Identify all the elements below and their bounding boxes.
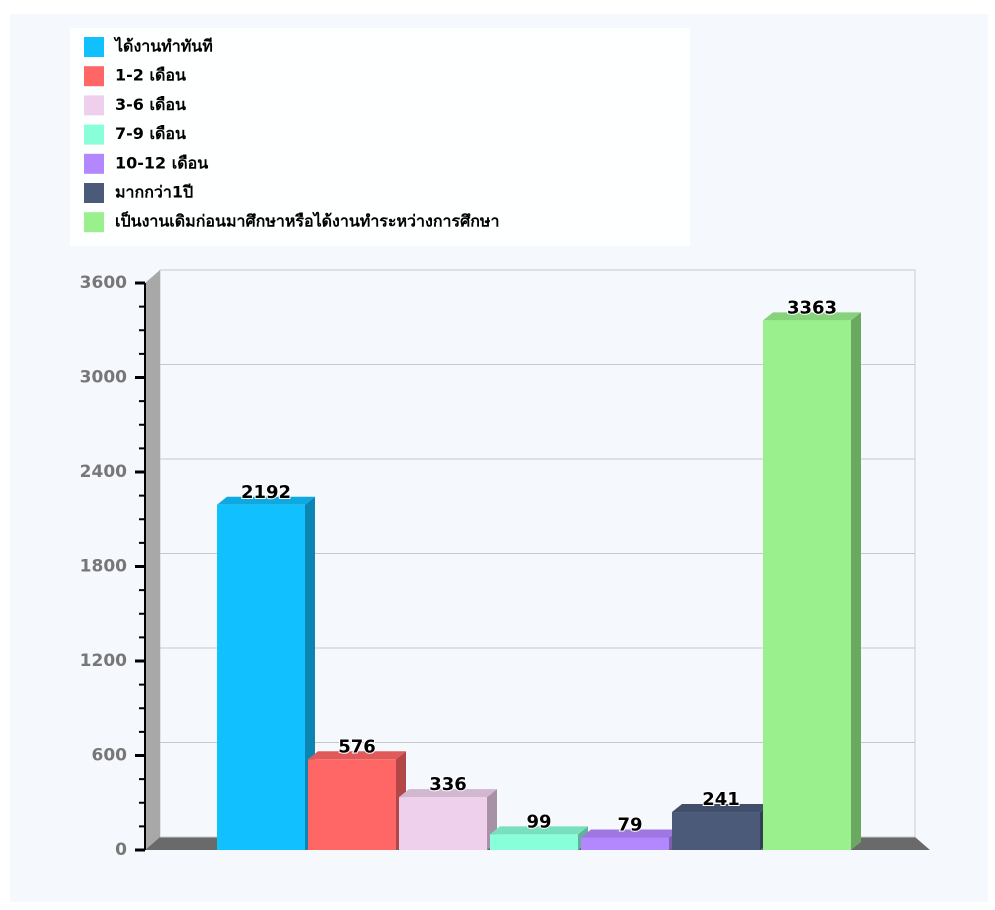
y-tick-label: 0 [115,840,127,860]
bar-top [399,789,497,798]
bar-top [217,496,315,505]
bar [217,504,305,850]
legend-swatch [84,212,104,233]
bar-top [581,829,679,838]
y-tick-label: 3000 [80,368,127,388]
bar-top [490,826,588,835]
legend-swatch [84,95,104,116]
bar-top [763,312,861,321]
value-label: 336 [429,774,467,795]
legend-swatch [84,153,104,174]
legend-label: 10-12 เดือน [115,153,208,172]
legend-label: มากกว่า1ปี [115,183,193,202]
bar [399,797,487,850]
value-label: 79 [617,815,642,836]
legend-label: เป็นงานเดิมก่อนมาศึกษาหรือได้งานทำระหว่า… [115,210,499,231]
y-tick-label: 2400 [80,462,127,482]
y-tick-label: 3600 [80,273,127,293]
value-label: 99 [526,811,551,832]
legend-box [70,28,690,246]
bar [308,759,396,850]
value-label: 576 [338,736,376,757]
value-label: 3363 [787,297,837,318]
legend-label: 3-6 เดือน [115,95,186,114]
y-tick-label: 1200 [80,651,127,671]
legend-label: 1-2 เดือน [115,66,186,85]
y-tick-label: 1800 [80,557,127,577]
legend-swatch [84,124,104,145]
legend-swatch [84,183,104,203]
legend-label: 7-9 เดือน [115,124,186,143]
bar [581,837,669,850]
y-tick-label: 600 [92,746,128,766]
value-label: 2192 [241,482,291,503]
bar [672,812,760,850]
bar [763,320,851,850]
legend-label: ได้งานทำทันที [113,37,213,56]
bar-top [672,804,770,813]
legend-swatch [84,66,104,87]
legend-swatch [84,37,104,57]
side-wall [145,270,160,850]
bar-side [851,312,861,850]
bar-top [308,751,406,760]
value-label: 241 [702,789,740,810]
bar [490,834,578,850]
